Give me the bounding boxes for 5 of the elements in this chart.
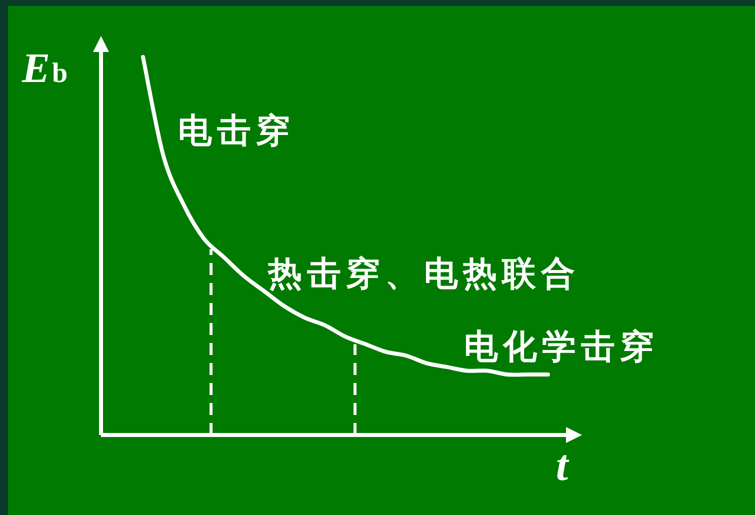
y-axis-title: Eb (21, 46, 68, 92)
annotation: 热击穿、电热联合 (267, 255, 580, 293)
x-axis-title: t (556, 441, 570, 490)
annotation: 电击穿 (178, 112, 295, 150)
annotation: 电化学击穿 (464, 328, 659, 366)
